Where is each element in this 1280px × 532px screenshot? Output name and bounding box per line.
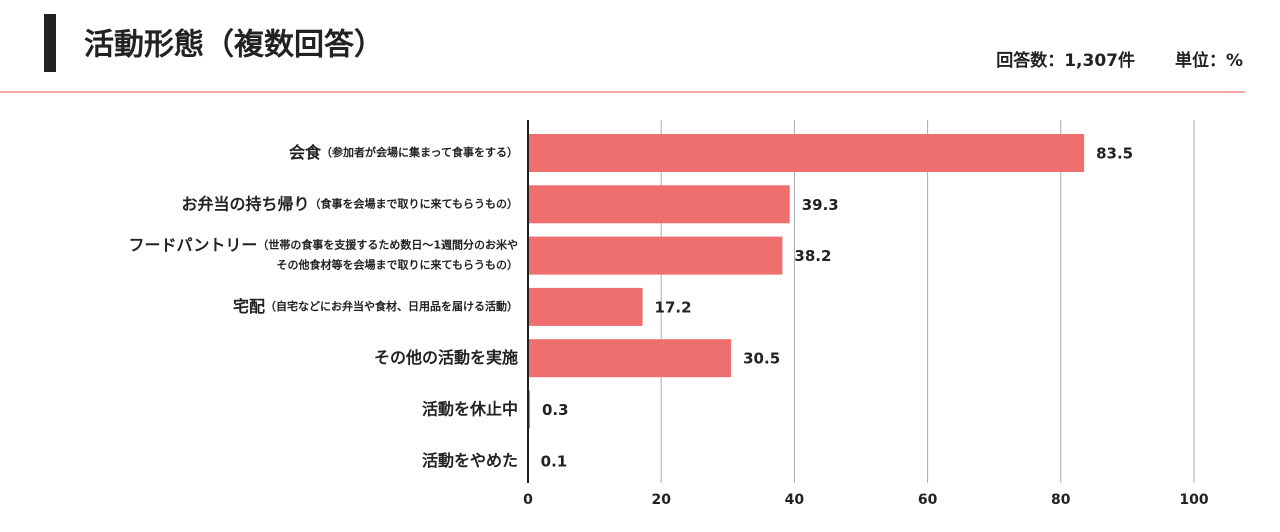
category-name: その他の活動を実施 — [374, 348, 518, 367]
category-note: その他食材等を会場まで取りに来てもらうもの） — [277, 258, 518, 272]
response-count: 回答数：1,307件 — [996, 50, 1135, 71]
title-marker — [44, 14, 56, 72]
x-tick-label: 40 — [785, 492, 805, 508]
category-label: 活動をやめた — [422, 450, 518, 469]
category-name: 活動をやめた — [422, 450, 518, 469]
value-label: 17.2 — [655, 298, 692, 316]
bar — [528, 287, 643, 326]
x-tick-label: 80 — [1051, 492, 1071, 508]
bar — [528, 339, 732, 378]
value-label: 39.3 — [802, 196, 839, 214]
category-label: お弁当の持ち帰り（食事を会場まで取りに来てもらうもの） — [182, 194, 518, 213]
category-name: 宅配 — [233, 296, 265, 315]
category-name: 活動を休止中 — [422, 399, 518, 418]
category-label: フードパントリー（世帯の食事を支援するため数日～1週間分のお米や — [129, 235, 518, 254]
category-note: （参加者が会場に集まって食事をする） — [321, 145, 518, 159]
category-label: その他の活動を実施 — [374, 348, 518, 367]
value-label: 0.1 — [541, 452, 568, 470]
bar — [528, 134, 1085, 172]
value-label: 38.2 — [794, 247, 831, 265]
category-name: フードパントリー — [129, 235, 258, 254]
chart-title: 活動形態（複数回答） — [84, 28, 384, 63]
value-label: 83.5 — [1096, 145, 1133, 163]
category-name: お弁当の持ち帰り — [182, 194, 310, 213]
value-label: 0.3 — [542, 401, 569, 419]
unit: 単位：% — [1175, 50, 1243, 71]
bar — [528, 236, 783, 275]
x-tick-label: 0 — [523, 492, 533, 508]
category-note: （世帯の食事を支援するため数日～1週間分のお米や — [257, 238, 518, 252]
category-label: 活動を休止中 — [422, 399, 518, 418]
category-label: 会食（参加者が会場に集まって食事をする） — [289, 143, 518, 162]
x-tick-label: 60 — [918, 492, 938, 508]
x-tick-label: 100 — [1179, 492, 1208, 508]
category-note: （食事を会場まで取りに来てもらうもの） — [310, 196, 518, 210]
x-tick-label: 20 — [651, 492, 671, 508]
value-label: 30.5 — [743, 350, 780, 368]
bar — [528, 185, 790, 224]
category-note: （自宅などにお弁当や食材、日用品を届ける活動） — [265, 299, 518, 313]
category-name: 会食 — [289, 143, 322, 162]
category-label: 宅配（自宅などにお弁当や食材、日用品を届ける活動） — [233, 296, 518, 315]
